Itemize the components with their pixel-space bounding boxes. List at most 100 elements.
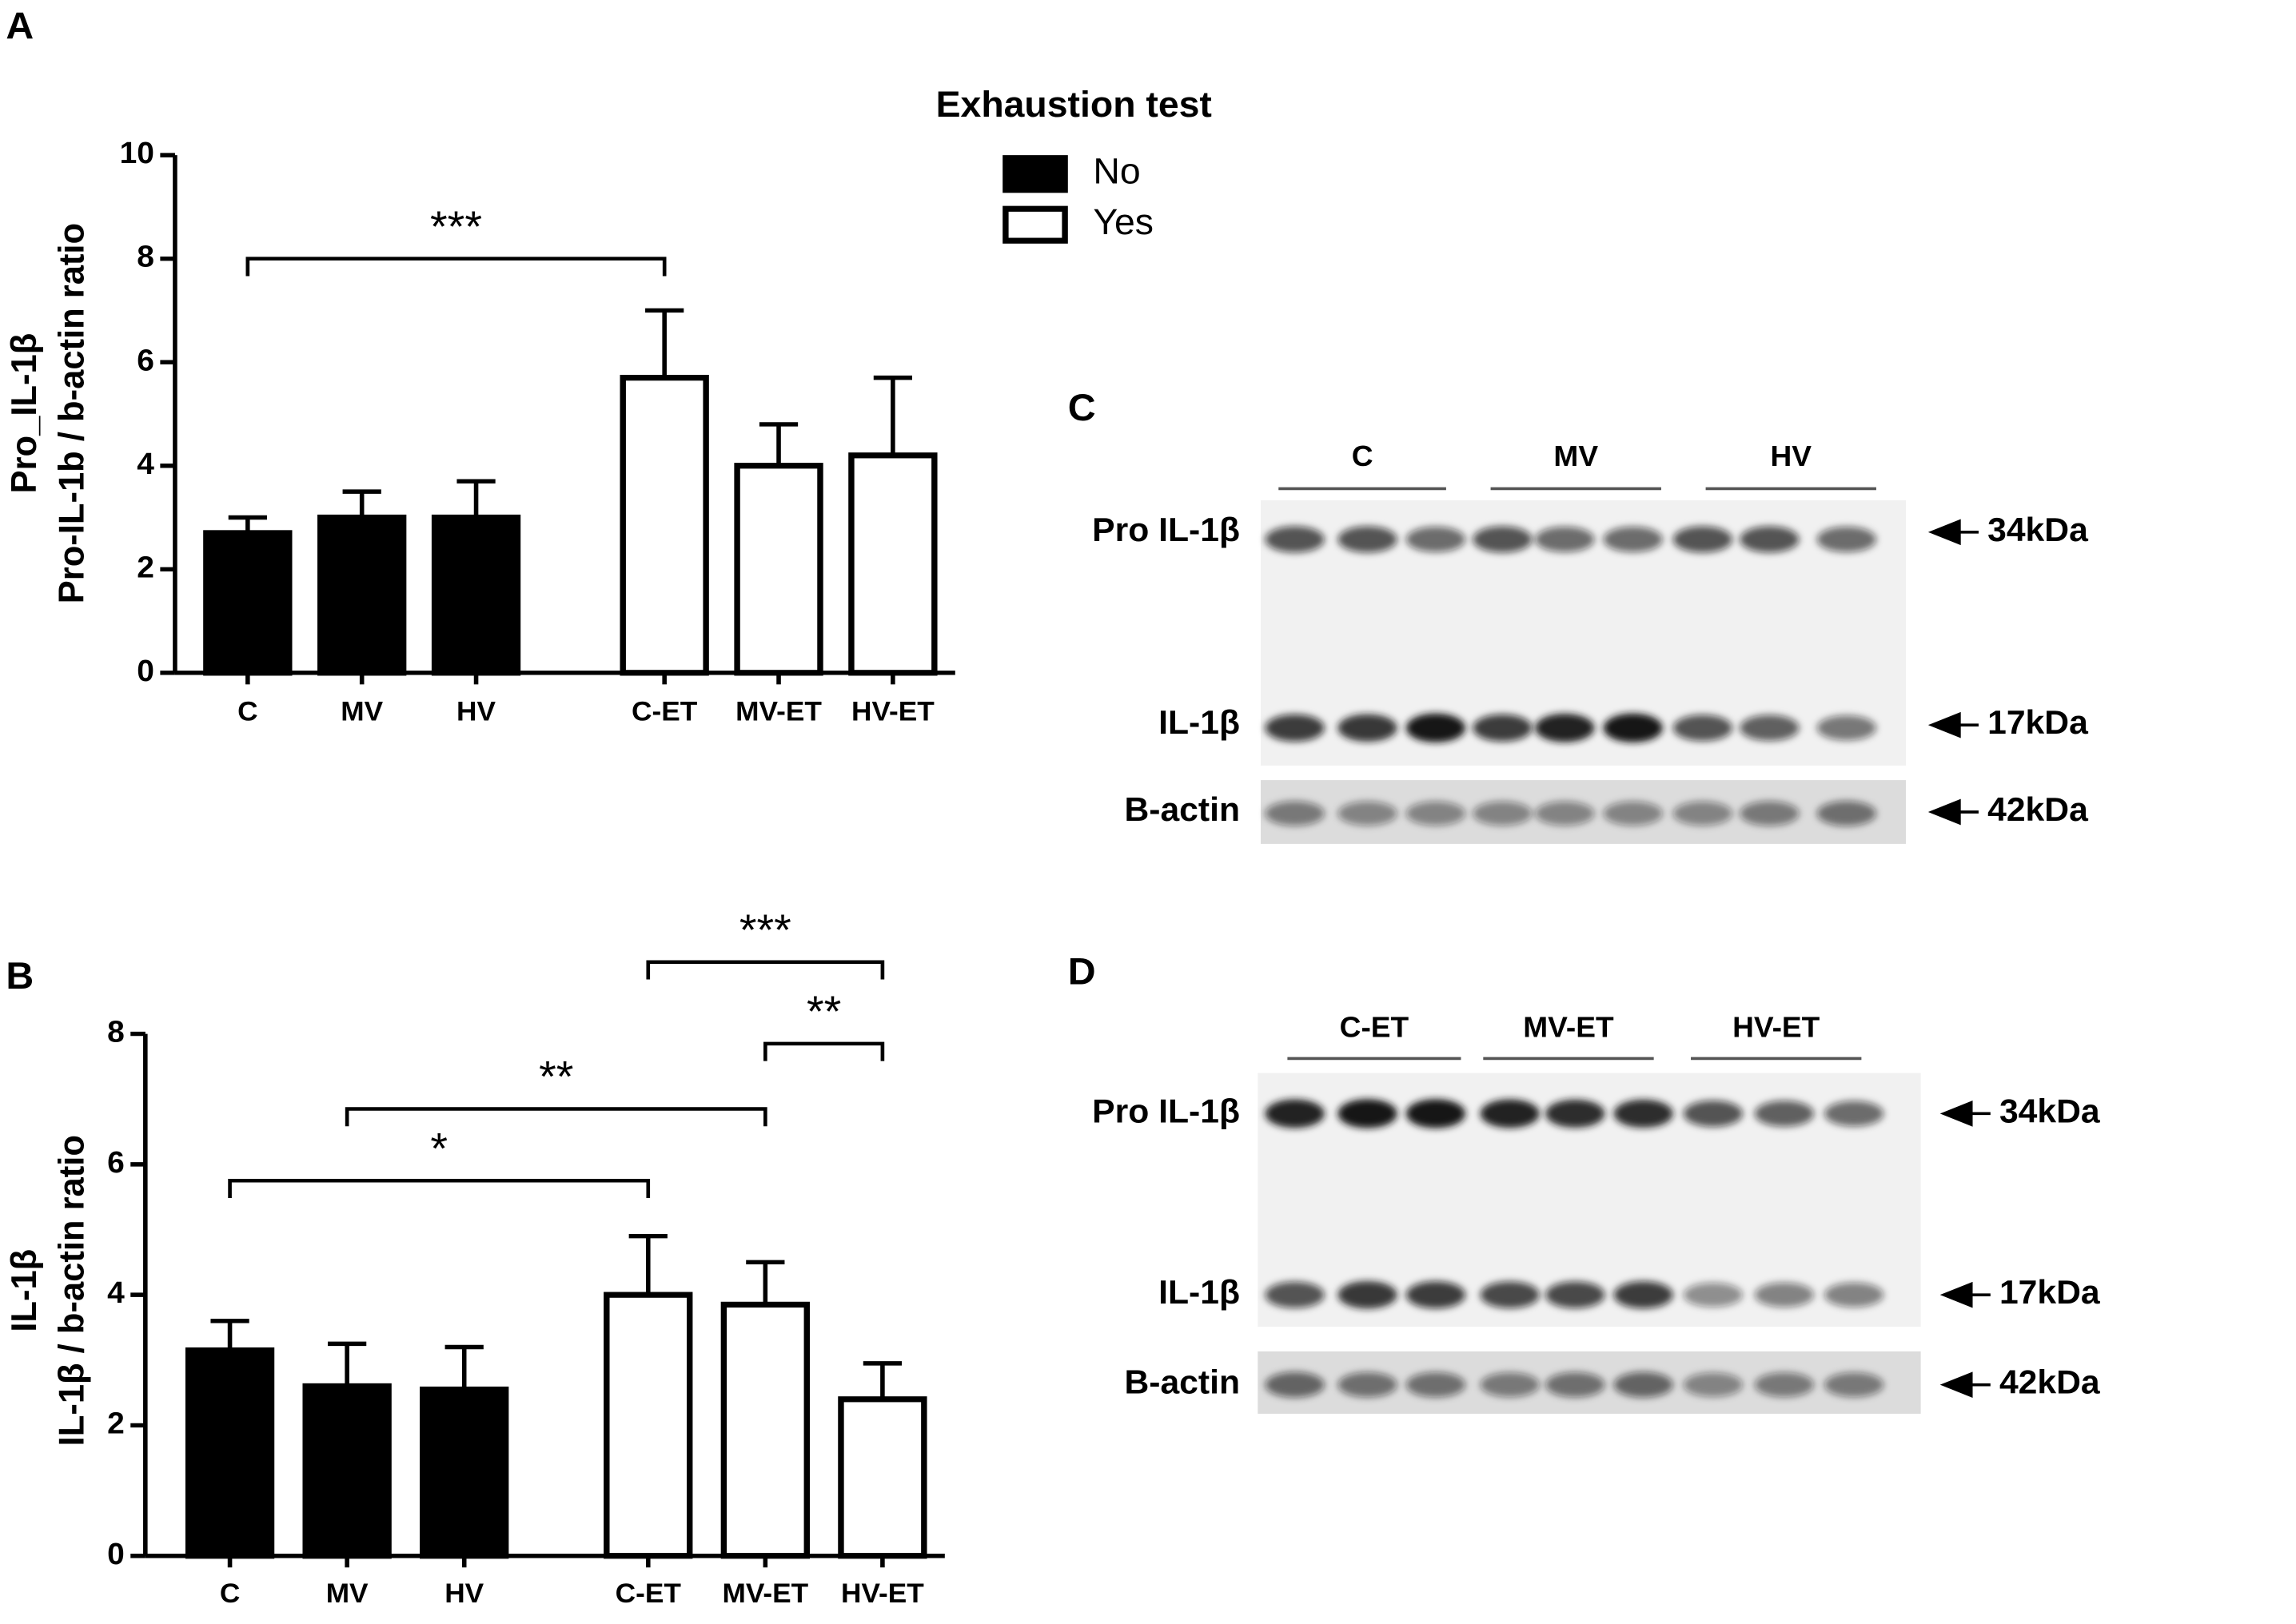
lane-group-label: HV-ET [1732, 1011, 1820, 1044]
blot-band [1672, 526, 1732, 553]
blot-band [1740, 801, 1800, 826]
blot-band [1824, 1372, 1884, 1398]
blot-band [1535, 801, 1595, 826]
y-tick-label: 0 [137, 654, 154, 688]
lane-group-label: MV-ET [1523, 1011, 1614, 1044]
blot-band [1545, 1099, 1605, 1128]
bar [420, 1386, 509, 1559]
panel-label: D [1068, 951, 1096, 993]
arrow [1939, 1281, 1973, 1308]
blot-band [1405, 801, 1466, 826]
blot-band [1337, 1280, 1397, 1309]
row-label: B-actin [1124, 790, 1240, 827]
significance-bracket [345, 1107, 767, 1127]
y-tick-label: 2 [137, 551, 154, 585]
blot-band [1265, 714, 1325, 742]
bar [848, 452, 938, 676]
blot-band [1683, 1372, 1743, 1397]
blot-band [1683, 1283, 1743, 1308]
x-tick-label: MV-ET [722, 1578, 808, 1609]
x-tick-label: MV-ET [735, 696, 822, 727]
bar [431, 514, 521, 676]
panel-label: A [6, 6, 34, 47]
blot-band [1535, 713, 1595, 742]
x-tick-label: C [220, 1578, 240, 1609]
size-label: 42kDa [1987, 790, 2088, 827]
y-tick-label: 0 [107, 1537, 125, 1571]
y-tick-label: 2 [107, 1407, 125, 1441]
blot-band [1265, 801, 1325, 826]
panel-label: B [6, 956, 34, 997]
blot-band [1405, 1099, 1466, 1128]
bar [302, 1383, 392, 1559]
bar [604, 1292, 693, 1559]
blot-band [1473, 801, 1533, 826]
significance-label: *** [739, 905, 791, 953]
legend-title: Exhaustion test [936, 84, 1212, 125]
y-axis-label: Pro-IL-1b / b-actin ratio [52, 223, 92, 603]
lane-group-label: MV [1553, 440, 1598, 472]
row-label: IL-1β [1158, 704, 1240, 741]
y-tick-label: 8 [137, 240, 154, 274]
arrow [1927, 798, 1961, 826]
row-label: Pro IL-1β [1092, 1093, 1240, 1129]
legend-swatch [1003, 155, 1068, 193]
x-tick-label: C-ET [632, 696, 697, 727]
blot-band [1603, 713, 1663, 742]
size-label: 17kDa [1987, 704, 2088, 741]
bar [620, 375, 709, 676]
row-label: Pro IL-1β [1092, 511, 1240, 547]
blot-band [1473, 714, 1533, 742]
significance-label: ** [807, 986, 841, 1035]
blot-band [1740, 714, 1800, 742]
blot-band [1480, 1372, 1540, 1398]
blot-band [1405, 526, 1466, 552]
x-tick-label: C [237, 696, 257, 727]
y-tick-label: 6 [137, 344, 154, 378]
blot-band [1603, 801, 1663, 826]
blot-band [1480, 1099, 1540, 1128]
arrow [1939, 1101, 1973, 1127]
blot-band [1613, 1099, 1673, 1128]
panel-label: C [1068, 387, 1096, 428]
blot-band [1754, 1282, 1815, 1308]
lane-group-label: C [1352, 440, 1373, 472]
blot-band [1265, 526, 1325, 553]
blot-band [1672, 714, 1732, 742]
legend-label: Yes [1093, 201, 1154, 242]
blot-band [1265, 1099, 1325, 1128]
legend-label: No [1093, 150, 1140, 191]
x-tick-label: MV [341, 696, 384, 727]
blot-band [1337, 526, 1397, 553]
y-tick-label: 8 [107, 1015, 125, 1049]
blot-band [1337, 1371, 1397, 1398]
x-tick-label: HV [456, 696, 496, 727]
bar [317, 514, 407, 676]
blot-band [1824, 1282, 1884, 1308]
blot-band [1405, 1281, 1466, 1309]
significance-label: *** [430, 201, 482, 250]
blot-band [1603, 526, 1663, 552]
x-tick-label: C-ET [616, 1578, 681, 1609]
significance-bracket [228, 1179, 651, 1199]
blot-band [1337, 1099, 1397, 1128]
x-tick-label: MV [326, 1578, 369, 1609]
row-label: IL-1β [1158, 1274, 1240, 1311]
blot-band [1824, 1101, 1884, 1127]
y-tick-label: 4 [107, 1276, 125, 1311]
blot-band [1613, 1281, 1673, 1309]
arrow [1927, 711, 1961, 738]
x-tick-label: HV [444, 1578, 484, 1609]
size-label: 42kDa [1999, 1363, 2100, 1400]
bar [720, 1301, 810, 1559]
blot-band [1480, 1281, 1540, 1308]
significance-bracket [245, 257, 667, 277]
blot-band [1740, 526, 1800, 553]
blot-band [1545, 1281, 1605, 1308]
blot-band [1754, 1372, 1815, 1398]
size-label: 34kDa [1999, 1093, 2100, 1129]
size-label: 34kDa [1987, 511, 2088, 547]
blot-band [1545, 1371, 1605, 1398]
y-axis-label: IL-1β [5, 1249, 45, 1332]
